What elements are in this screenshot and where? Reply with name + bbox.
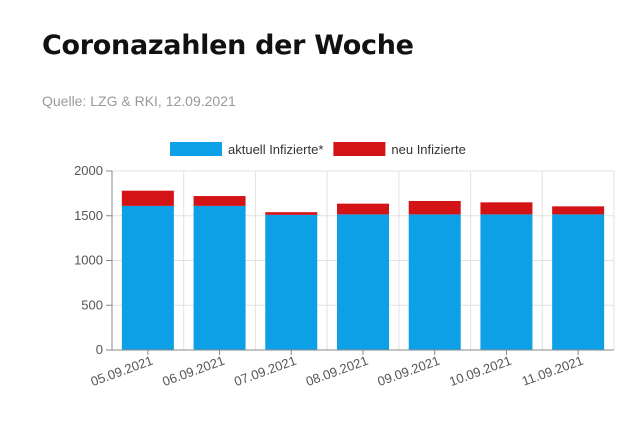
bar-aktuell: [121, 205, 174, 350]
bar-neu: [337, 203, 389, 215]
x-tick-label: 05.09.2021: [89, 353, 155, 389]
bar-neu: [121, 190, 174, 206]
y-tick-label: 1500: [74, 208, 103, 223]
bars: [121, 190, 605, 350]
y-axis: 0 500 1000 1500 2000: [74, 163, 113, 357]
bar-neu: [408, 200, 461, 215]
legend-label: aktuell Infizierte*: [228, 142, 323, 157]
x-tick-label: 10.09.2021: [447, 353, 513, 389]
bar-neu: [552, 206, 605, 215]
bar-aktuell: [480, 214, 533, 350]
y-tick-label: 500: [81, 297, 103, 312]
legend-swatch: [333, 142, 386, 156]
y-tick-label: 1000: [74, 253, 103, 268]
source-note: Quelle: LZG & RKI, 12.09.2021: [42, 93, 236, 109]
x-tick-label: 09.09.2021: [375, 353, 441, 389]
bar-chart: aktuell Infizierte* neu Infizierte 0 500 10…: [74, 142, 615, 389]
x-tick-label: 11.09.2021: [520, 353, 585, 389]
bar-aktuell: [408, 214, 461, 350]
bar-aktuell: [552, 214, 605, 350]
legend-swatch: [170, 142, 222, 156]
legend-label: neu Infizierte: [391, 142, 465, 157]
bar-aktuell: [265, 214, 318, 350]
x-tick-label: 07.09.2021: [232, 353, 298, 389]
bar-neu: [265, 212, 318, 215]
bar-neu: [480, 202, 533, 215]
y-tick-label: 0: [96, 342, 103, 357]
y-tick-label: 2000: [74, 163, 103, 178]
legend: aktuell Infizierte* neu Infizierte: [170, 142, 466, 157]
bar-aktuell: [193, 205, 246, 350]
bar-neu: [193, 196, 246, 206]
x-axis: 05.09.2021 06.09.2021 07.09.2021 08.09.2021…: [89, 349, 614, 389]
x-tick-label: 08.09.2021: [304, 353, 370, 389]
chart-title: Coronazahlen der Woche: [42, 30, 414, 61]
bar-aktuell: [337, 214, 389, 350]
x-tick-label: 06.09.2021: [160, 353, 226, 389]
